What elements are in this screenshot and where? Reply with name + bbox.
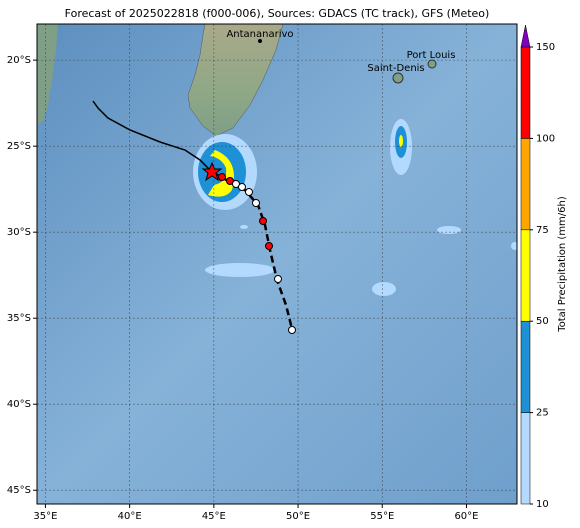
colorbar-segment — [520, 320, 531, 413]
x-tick-label: 60°E — [454, 511, 478, 522]
mauritius — [427, 59, 437, 69]
y-tick-label: 30°S — [7, 227, 31, 238]
colorbar-segment — [520, 46, 531, 139]
map: Antananarivo Port Louis Saint-Denis — [37, 24, 517, 504]
y-tick-label: 40°S — [7, 399, 31, 410]
madagascar — [187, 24, 284, 137]
place-label: Port Louis — [407, 50, 456, 61]
y-tick-label: 35°S — [7, 313, 31, 324]
colorbar-tick-label: 25 — [536, 408, 549, 419]
storm-track — [92, 100, 296, 334]
colorbar-extend — [520, 24, 531, 48]
place-label: Saint-Denis — [367, 63, 424, 74]
map-frame — [36, 23, 518, 505]
colorbar-tick-label: 150 — [536, 42, 555, 53]
colorbar-label: Total Precipitation (mm/6h) — [557, 196, 568, 333]
y-tick-label: 45°S — [7, 485, 31, 496]
x-tick-label: 55°E — [370, 511, 394, 522]
city-dot — [258, 39, 262, 43]
africa — [37, 24, 58, 125]
x-tick-label: 40°E — [118, 511, 142, 522]
reunion — [392, 72, 404, 84]
x-tick-label: 35°E — [33, 511, 57, 522]
x-tick-label: 50°E — [286, 511, 310, 522]
colorbar-segment — [520, 138, 531, 231]
ocean — [37, 24, 517, 504]
colorbar-tick-label: 10 — [536, 499, 549, 510]
colorbar-segment — [520, 412, 531, 505]
precipitation — [193, 119, 517, 296]
place-label: Antananarivo — [226, 29, 293, 40]
x-tick-label: 45°E — [202, 511, 226, 522]
colorbar-tick-label: 75 — [536, 225, 549, 236]
colorbar-tick-label: 50 — [536, 316, 549, 327]
y-tick-label: 20°S — [7, 55, 31, 66]
y-tick-label: 25°S — [7, 141, 31, 152]
title: Forecast of 2025022818 (f000-006), Sourc… — [65, 7, 490, 20]
colorbar-segment — [520, 229, 531, 322]
colorbar-tick-label: 100 — [536, 133, 555, 144]
